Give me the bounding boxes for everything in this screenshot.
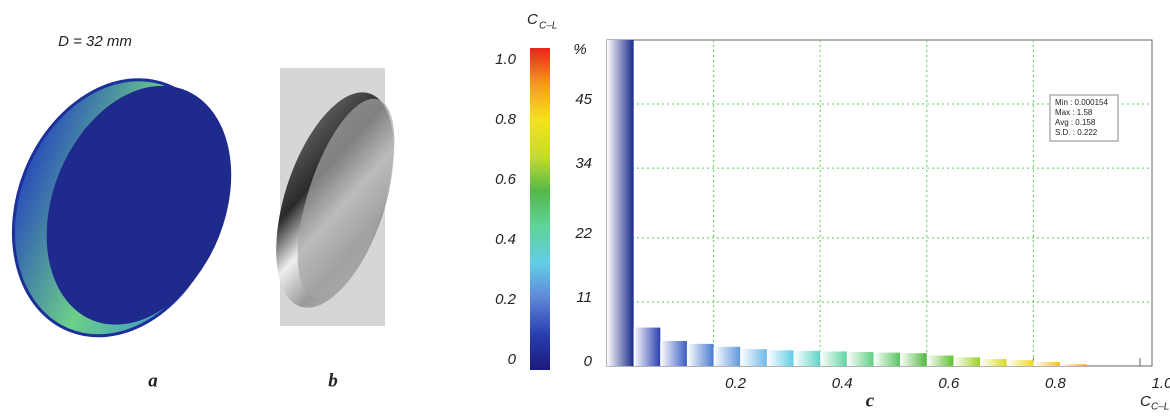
- y-axis-label: %: [573, 41, 586, 58]
- x-tick-label: 0.2: [725, 375, 747, 392]
- stats-text: S.D. : 0.222: [1055, 128, 1098, 137]
- bar: [926, 355, 954, 366]
- bar: [820, 351, 847, 366]
- bar: [607, 40, 634, 366]
- bar: [873, 352, 901, 366]
- x-axis-label-sub: C–L: [1151, 402, 1169, 413]
- bar: [660, 340, 687, 366]
- disc-photo: [276, 92, 395, 308]
- disc-simulation: [11, 78, 232, 338]
- colorbar: [530, 48, 550, 370]
- bar: [766, 350, 794, 366]
- bar: [846, 352, 874, 366]
- bar: [1033, 361, 1061, 366]
- stats-text: Min : 0.000154: [1055, 98, 1108, 107]
- bar: [686, 343, 714, 366]
- panel-label: c: [866, 390, 875, 411]
- y-tick-label: 11: [576, 289, 592, 306]
- colorbar-tick-label: 0.2: [495, 291, 517, 308]
- colorbar-title: C: [527, 11, 538, 28]
- stats-text: Max : 1.58: [1055, 108, 1093, 117]
- bar: [633, 327, 661, 366]
- y-tick-label: 34: [575, 155, 592, 172]
- bar: [740, 349, 767, 366]
- x-axis-label: C: [1140, 393, 1151, 410]
- bars: [607, 40, 1087, 366]
- panel-label: b: [328, 370, 338, 391]
- bar: [953, 357, 981, 366]
- colorbar-tick-label: 0.4: [495, 231, 516, 248]
- bar: [1060, 364, 1087, 366]
- dimension: D = 32 mm: [58, 33, 132, 50]
- bar: [900, 353, 927, 366]
- y-tick-label: 0: [584, 353, 593, 370]
- colorbar-tick-label: 0.6: [495, 171, 517, 188]
- bar: [1006, 360, 1034, 366]
- plot-frame: [606, 39, 1153, 367]
- bar: [793, 350, 821, 366]
- bar: [980, 359, 1007, 366]
- y-tick-label: 22: [574, 225, 592, 242]
- bar: [713, 346, 741, 366]
- stats-text: Avg : 0.158: [1055, 118, 1096, 127]
- x-tick-label: 0.4: [832, 375, 853, 392]
- stats-box: [1049, 94, 1119, 142]
- colorbar-tick-label: 1.0: [495, 51, 517, 68]
- y-tick-label: 45: [575, 91, 592, 108]
- x-tick-label: 0.8: [1045, 375, 1067, 392]
- colorbar-title-sub: C–L: [539, 21, 557, 32]
- x-tick-label: 1.0: [1152, 375, 1170, 392]
- colorbar-tick-label: 0: [508, 351, 517, 368]
- x-tick-label: 0.6: [938, 375, 960, 392]
- panel-label: a: [148, 370, 158, 391]
- colorbar-tick-label: 0.8: [495, 111, 517, 128]
